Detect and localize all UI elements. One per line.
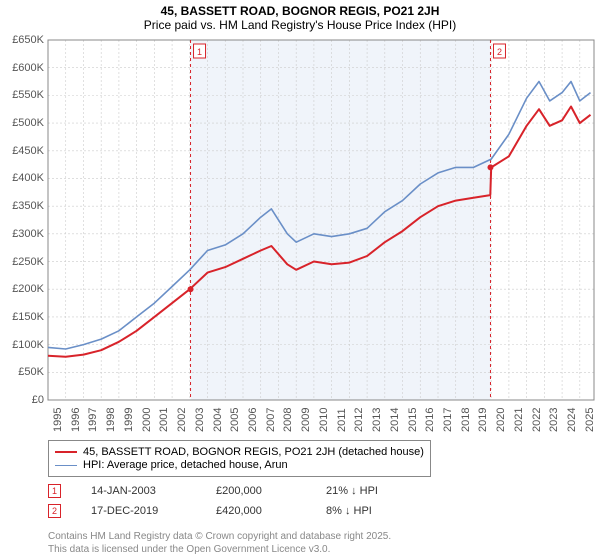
- x-axis-tick-label: 1998: [105, 408, 117, 432]
- x-axis-tick-label: 2013: [371, 408, 383, 432]
- x-axis-tick-label: 2008: [282, 408, 294, 432]
- x-axis-tick-label: 2015: [407, 408, 419, 432]
- y-axis-tick-label: £250K: [0, 256, 44, 268]
- y-axis-tick-label: £450K: [0, 145, 44, 157]
- x-axis-tick-label: 2019: [477, 408, 489, 432]
- y-axis-tick-label: £500K: [0, 117, 44, 129]
- event-date: 17-DEC-2019: [91, 505, 186, 517]
- footer-line1: Contains HM Land Registry data © Crown c…: [48, 530, 391, 543]
- x-axis-tick-label: 2017: [442, 408, 454, 432]
- x-axis-tick-label: 2021: [513, 408, 525, 432]
- x-axis-tick-label: 2014: [389, 408, 401, 432]
- event-date: 14-JAN-2003: [91, 485, 186, 497]
- x-axis-tick-label: 2007: [265, 408, 277, 432]
- x-axis-tick-label: 2020: [495, 408, 507, 432]
- legend: 45, BASSETT ROAD, BOGNOR REGIS, PO21 2JH…: [48, 440, 431, 477]
- x-axis-tick-label: 2002: [176, 408, 188, 432]
- y-axis-tick-label: £650K: [0, 34, 44, 46]
- legend-item: 45, BASSETT ROAD, BOGNOR REGIS, PO21 2JH…: [55, 446, 424, 458]
- x-axis-tick-label: 1996: [70, 408, 82, 432]
- event-row: 1 14-JAN-2003 £200,000 21% ↓ HPI: [48, 484, 378, 498]
- event-price: £200,000: [216, 485, 296, 497]
- footer-line2: This data is licensed under the Open Gov…: [48, 543, 391, 556]
- y-axis-tick-label: £200K: [0, 283, 44, 295]
- event-price: £420,000: [216, 505, 296, 517]
- x-axis-tick-label: 1999: [123, 408, 135, 432]
- x-axis-tick-label: 2012: [353, 408, 365, 432]
- x-axis-tick-label: 2004: [212, 408, 224, 432]
- legend-swatch: [55, 465, 77, 466]
- x-axis-tick-label: 1995: [52, 408, 64, 432]
- x-axis-tick-label: 2016: [424, 408, 436, 432]
- y-axis-tick-label: £50K: [0, 366, 44, 378]
- x-axis-tick-label: 2006: [247, 408, 259, 432]
- footer-attribution: Contains HM Land Registry data © Crown c…: [48, 530, 391, 556]
- legend-item: HPI: Average price, detached house, Arun: [55, 459, 424, 471]
- legend-label: HPI: Average price, detached house, Arun: [83, 459, 288, 471]
- svg-text:2: 2: [497, 47, 502, 57]
- x-axis-tick-label: 1997: [87, 408, 99, 432]
- y-axis-tick-label: £400K: [0, 172, 44, 184]
- y-axis-tick-label: £600K: [0, 62, 44, 74]
- x-axis-tick-label: 2023: [548, 408, 560, 432]
- y-axis-tick-label: £350K: [0, 200, 44, 212]
- x-axis-tick-label: 2005: [229, 408, 241, 432]
- event-markers-table: 1 14-JAN-2003 £200,000 21% ↓ HPI 2 17-DEC-201…: [48, 484, 378, 524]
- x-axis-tick-label: 2011: [336, 408, 348, 432]
- legend-label: 45, BASSETT ROAD, BOGNOR REGIS, PO21 2JH…: [83, 446, 424, 458]
- x-axis-tick-label: 2018: [460, 408, 472, 432]
- x-axis-tick-label: 2003: [194, 408, 206, 432]
- event-delta: 21% ↓ HPI: [326, 485, 378, 497]
- x-axis-tick-label: 2009: [300, 408, 312, 432]
- legend-swatch: [55, 451, 77, 453]
- event-delta: 8% ↓ HPI: [326, 505, 372, 517]
- x-axis-tick-label: 2024: [566, 408, 578, 432]
- event-marker-number: 2: [48, 504, 61, 518]
- y-axis-tick-label: £300K: [0, 228, 44, 240]
- y-axis-tick-label: £100K: [0, 339, 44, 351]
- x-axis-tick-label: 2001: [158, 408, 170, 432]
- event-row: 2 17-DEC-2019 £420,000 8% ↓ HPI: [48, 504, 378, 518]
- y-axis-tick-label: £550K: [0, 89, 44, 101]
- y-axis-tick-label: £150K: [0, 311, 44, 323]
- x-axis-tick-label: 2010: [318, 408, 330, 432]
- svg-text:1: 1: [197, 47, 202, 57]
- y-axis-tick-label: £0: [0, 394, 44, 406]
- x-axis-tick-label: 2022: [531, 408, 543, 432]
- event-marker-number: 1: [48, 484, 61, 498]
- x-axis-tick-label: 2000: [141, 408, 153, 432]
- x-axis-tick-label: 2025: [584, 408, 596, 432]
